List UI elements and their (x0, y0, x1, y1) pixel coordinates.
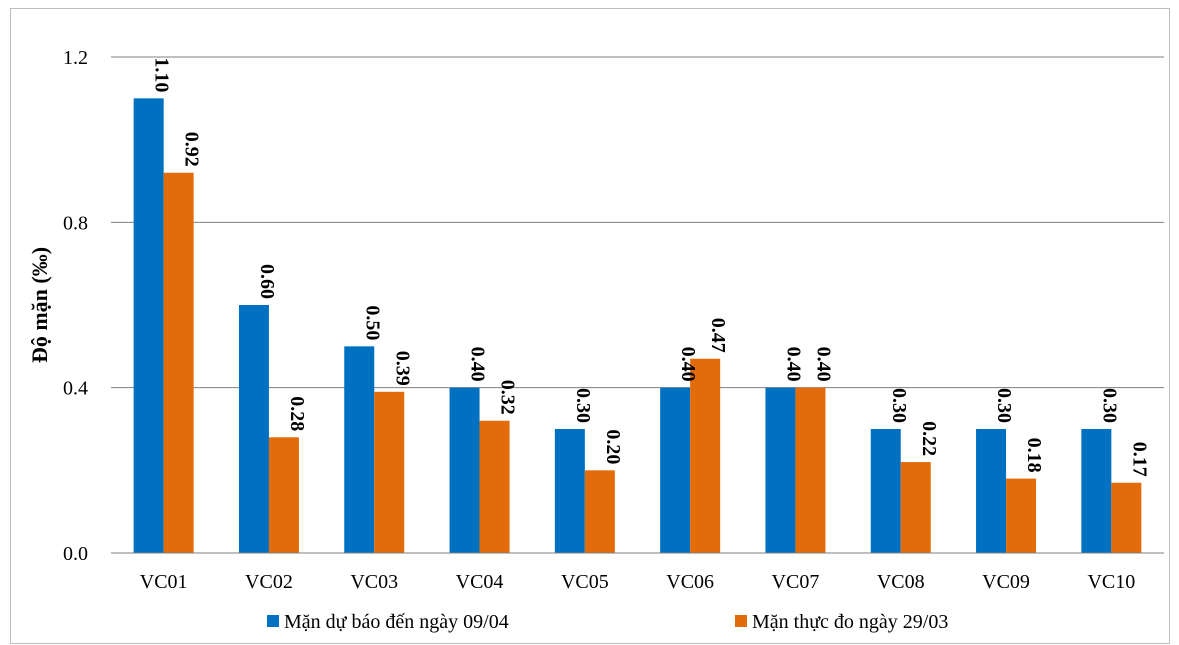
y-tick-label: 0.8 (63, 212, 88, 234)
data-label-measured: 0.40 (812, 347, 834, 382)
y-tick-label: 0.4 (63, 378, 88, 400)
data-label-forecast: 1.10 (151, 57, 173, 92)
x-tick-label: VC08 (877, 571, 925, 593)
x-tick-label: VC05 (561, 571, 609, 593)
data-label-forecast: 0.50 (361, 305, 383, 340)
data-label-forecast: 0.30 (572, 388, 594, 423)
data-label-forecast: 0.30 (888, 388, 910, 423)
x-tick-label: VC03 (350, 571, 398, 593)
bar-measured (584, 470, 615, 553)
bar-measured (163, 172, 194, 553)
data-label-measured: 0.47 (707, 318, 729, 353)
data-label-forecast: 0.60 (256, 264, 278, 299)
data-label-forecast: 0.40 (677, 347, 699, 382)
data-label-measured: 0.28 (286, 396, 308, 431)
data-label-measured: 0.39 (391, 351, 413, 386)
data-label-forecast: 0.30 (1098, 388, 1120, 423)
legend-swatch-forecast (267, 615, 279, 627)
data-label-measured: 0.92 (181, 132, 203, 167)
bar-measured (1006, 478, 1037, 553)
y-tick-label: 0.0 (63, 543, 88, 565)
data-label-measured: 0.20 (602, 429, 624, 464)
bar-measured (268, 437, 299, 553)
x-tick-label: VC09 (982, 571, 1030, 593)
bar-measured (795, 387, 826, 553)
bar-forecast (765, 387, 796, 553)
bar-measured (900, 462, 931, 553)
x-tick-label: VC07 (772, 571, 820, 593)
legend-swatch-measured (735, 615, 747, 627)
bar-forecast (976, 429, 1007, 553)
gridlines (111, 56, 1164, 389)
legend: Mặn dự báo đến ngày 09/04 Mặn thực đo ng… (267, 611, 948, 633)
bar-measured (479, 420, 510, 553)
axes: 0.0 0.4 0.8 1.2 VC01 VC02 VC03 VC04 VC05 VC06 VC07… (63, 47, 1164, 593)
bar-forecast (554, 429, 585, 553)
x-tick-label: VC06 (666, 571, 714, 593)
data-label-measured: 0.18 (1023, 438, 1045, 473)
bar-forecast (449, 387, 480, 553)
x-tick-label: VC01 (140, 571, 188, 593)
x-tick-label: VC10 (1087, 571, 1135, 593)
data-labels: 1.10 0.92 0.60 0.28 0.50 0.39 0.40 0.32 0.30 0.20… (151, 57, 1151, 476)
data-label-measured: 0.22 (918, 421, 940, 456)
bar-forecast (660, 387, 691, 553)
chart-frame (10, 8, 1170, 644)
bar-forecast (1081, 429, 1112, 553)
bar-measured (690, 358, 721, 553)
legend-label-forecast: Mặn dự báo đến ngày 09/04 (284, 611, 509, 633)
data-label-forecast: 0.40 (467, 347, 489, 382)
data-label-forecast: 0.40 (782, 347, 804, 382)
bar-forecast (133, 98, 164, 553)
data-label-forecast: 0.30 (993, 388, 1015, 423)
bar-forecast (870, 429, 901, 553)
y-tick-label: 1.2 (63, 47, 88, 69)
bar-forecast (238, 305, 269, 553)
bar-measured (1111, 482, 1142, 553)
bar-forecast (344, 346, 375, 553)
data-label-measured: 0.32 (497, 380, 519, 415)
bar-measured (374, 391, 405, 553)
y-axis-title: Độ mặn (‰) (27, 247, 52, 363)
x-tick-label: VC02 (245, 571, 293, 593)
x-tick-label: VC04 (456, 571, 504, 593)
bars (133, 98, 1142, 553)
data-label-measured: 0.17 (1128, 442, 1150, 477)
legend-label-measured: Mặn thực đo ngày 29/03 (752, 611, 948, 633)
